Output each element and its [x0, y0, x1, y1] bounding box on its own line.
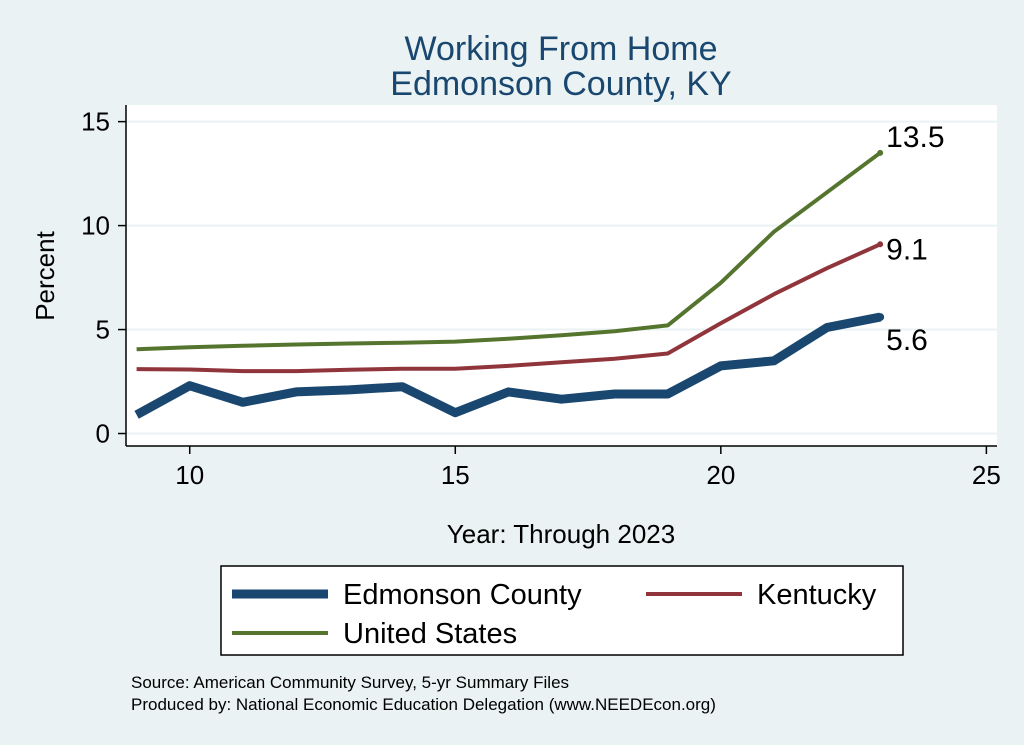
series-line-edmonson-county: [134, 312, 882, 419]
x-tick-label-15: 15: [441, 460, 470, 490]
end-label-edmonson-county: 5.6: [886, 324, 928, 357]
y-tick-label-0: 0: [96, 419, 110, 449]
end-label-kentucky: 9.1: [886, 233, 928, 266]
x-tick-label-25: 25: [972, 460, 1001, 490]
legend-label-united-states: United States: [343, 618, 517, 650]
series-layer: [134, 149, 885, 419]
end-point-kentucky: [877, 241, 884, 248]
legend-box: [220, 565, 904, 656]
x-tick-label-10: 10: [175, 460, 204, 490]
source-line-2: Produced by: National Economic Education…: [131, 695, 716, 714]
legend-label-edmonson-county: Edmonson County: [343, 579, 582, 611]
legend: Edmonson County Kentucky United States: [220, 565, 904, 656]
end-point-united-states: [877, 149, 884, 156]
source-line-1: Source: American Community Survey, 5-yr …: [131, 673, 569, 692]
gridlines: [126, 120, 997, 435]
axes: [125, 105, 997, 447]
series-line-kentucky: [136, 242, 882, 374]
y-tick-label-15: 15: [81, 107, 110, 137]
x-axis-title: Year: Through 2023: [447, 519, 675, 549]
end-label-united-states: 13.5: [886, 121, 944, 154]
ticks: 0 5 10 15 10 15 20 25: [81, 107, 1001, 490]
series-line-united-states: [136, 151, 882, 352]
x-tick-label-20: 20: [706, 460, 735, 490]
end-labels: 5.6 9.1 13.5: [886, 121, 944, 357]
legend-label-kentucky: Kentucky: [757, 579, 877, 611]
chart-title-line-1: Working From Home: [405, 30, 718, 68]
chart-title-line-2: Edmonson County, KY: [390, 65, 731, 103]
y-tick-label-10: 10: [81, 211, 110, 241]
y-axis-title: Percent: [30, 230, 60, 320]
plot-area: [126, 105, 997, 446]
y-tick-label-5: 5: [96, 315, 110, 345]
end-point-edmonson-county: [876, 313, 885, 322]
